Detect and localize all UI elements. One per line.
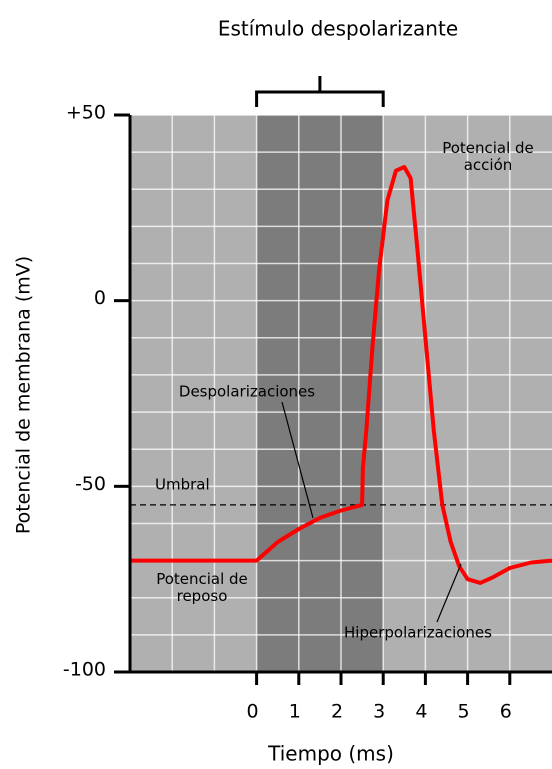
- annotation-line: Potencial de: [156, 570, 248, 588]
- leader-line: [281, 401, 314, 519]
- x-tick-label: 0: [247, 701, 259, 723]
- annotation: Potencial de acción: [442, 139, 534, 174]
- x-tick-label: 2: [331, 701, 343, 723]
- x-tick-label: 6: [500, 701, 512, 723]
- annotation: Despolarizaciones: [179, 383, 315, 401]
- annotation-line: reposo: [177, 587, 228, 605]
- y-axis-label: Potencial de membrana (mV): [13, 256, 35, 534]
- x-tick-label: 4: [415, 701, 427, 723]
- x-axis-label: Tiempo (ms): [267, 742, 394, 766]
- annotation: Hiperpolarizaciones: [344, 624, 492, 642]
- annotation: Umbral: [155, 476, 210, 494]
- annotation: Potencial de reposo: [156, 570, 248, 605]
- stimulus-bracket: [255, 76, 385, 107]
- chart-title: Estímulo despolarizante: [218, 17, 458, 41]
- stimulus-band: [256, 115, 384, 672]
- leader-line: [436, 563, 462, 623]
- y-tick-label: +50: [66, 102, 106, 124]
- annotation-line: acción: [464, 156, 513, 174]
- x-tick-label: 5: [458, 701, 470, 723]
- membrane-potential-line: [130, 165, 552, 585]
- annotation-line: Potencial de: [442, 139, 534, 157]
- x-tick-label: 1: [289, 701, 301, 723]
- y-tick-label: -50: [75, 473, 106, 495]
- x-tick-label: 3: [373, 701, 385, 723]
- y-tick-label: -100: [63, 659, 106, 681]
- plot-area: [130, 115, 552, 672]
- y-tick-label: 0: [94, 287, 106, 309]
